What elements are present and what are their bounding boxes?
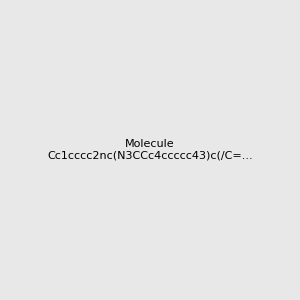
- Text: Molecule
Cc1cccc2nc(N3CCc4ccccc43)c(/C=...: Molecule Cc1cccc2nc(N3CCc4ccccc43)c(/C=.…: [47, 139, 253, 161]
